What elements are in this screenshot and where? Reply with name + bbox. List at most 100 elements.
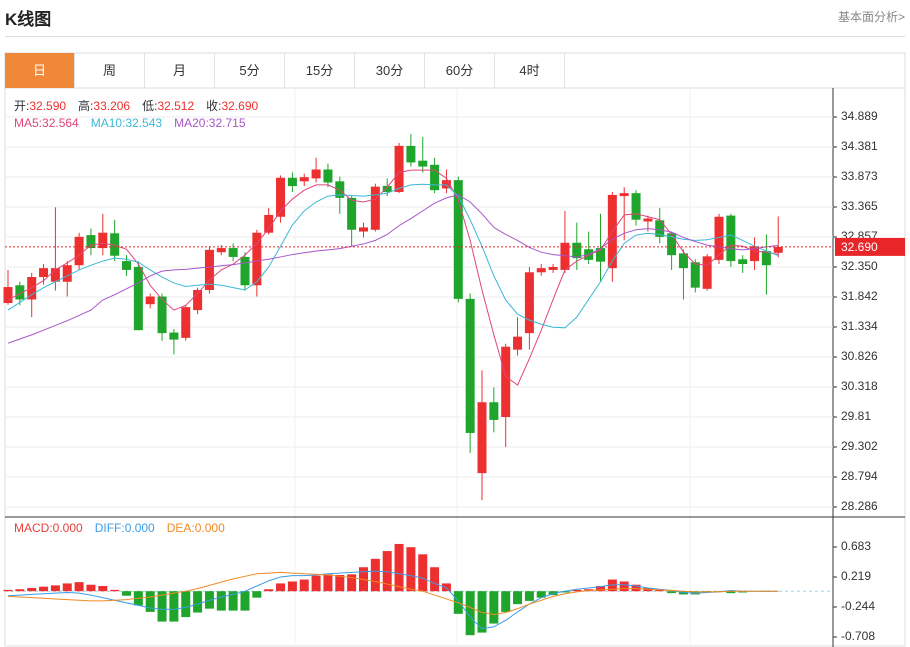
macd-bar [667, 591, 677, 594]
y-tick-label: 33.365 [841, 199, 878, 213]
candle-body [62, 265, 72, 282]
legend-value: 33.206 [93, 99, 131, 113]
tab[interactable]: 30分 [355, 53, 425, 88]
macd-bar [406, 547, 416, 592]
tab[interactable]: 15分 [285, 53, 355, 88]
candle-body [145, 296, 155, 305]
candle-body [39, 268, 49, 278]
macd-bar [74, 582, 84, 592]
candle-body [98, 232, 108, 249]
macd-bar [39, 586, 49, 592]
candle-body [619, 193, 629, 197]
y-tick-label: 30.826 [841, 349, 878, 363]
legend-value: 32.715 [208, 116, 246, 130]
candle-body [477, 402, 487, 474]
candle-body [394, 145, 404, 192]
macd-bar [145, 591, 155, 612]
candle-body [430, 164, 440, 191]
macd-bar [62, 583, 72, 592]
macd-bar [477, 591, 487, 633]
macd-bar [86, 584, 96, 592]
legend-name: 开: [14, 99, 30, 113]
y-tick-label: 34.889 [841, 109, 878, 123]
macd-bar [50, 585, 60, 592]
candle-body [501, 346, 511, 418]
legend-value: 32.564 [42, 116, 79, 130]
macd-bar [110, 589, 120, 592]
macd-bar [299, 579, 309, 592]
y-tick-label: 34.381 [841, 139, 878, 153]
candle-body [418, 160, 428, 167]
candle-body [773, 246, 783, 253]
candle-body [524, 272, 534, 334]
tab[interactable]: 60分 [425, 53, 495, 88]
candle-body [655, 220, 665, 237]
macd-bar [347, 574, 357, 592]
macd-bar [394, 543, 404, 592]
candle-body [311, 169, 321, 179]
macd-bar [524, 591, 534, 601]
legend-name: MA20: [174, 116, 209, 130]
y-tick-label: 32.350 [841, 259, 878, 273]
macd-bar [418, 554, 428, 592]
legend-value: 0.000 [194, 521, 225, 535]
macd-bar [501, 591, 511, 612]
macd-bar [596, 586, 605, 592]
candle-body [157, 296, 167, 334]
candle-body [465, 298, 475, 433]
legend-name: MACD: [14, 521, 53, 535]
candle-body [204, 249, 214, 291]
y-tick-label: 0.219 [841, 569, 871, 583]
candle-body [323, 169, 333, 183]
legend-name: 低: [142, 99, 158, 113]
macd-bar [252, 591, 262, 598]
candle-body [240, 256, 250, 286]
tab[interactable]: 月 [145, 53, 215, 88]
macd-bar [430, 567, 440, 592]
macd-bar [335, 575, 345, 592]
y-tick-label: 28.286 [841, 499, 878, 513]
candle-body [406, 145, 416, 163]
macd-bar [441, 583, 451, 592]
candle-body [133, 266, 143, 331]
last-price-box [835, 237, 905, 256]
line-series [7, 571, 779, 615]
y-tick-label: 0.683 [841, 539, 871, 553]
legend-name: 高: [78, 99, 94, 113]
y-tick-label: 33.873 [841, 169, 878, 183]
legend-name: 收: [206, 99, 222, 113]
candle-body [287, 177, 297, 187]
candle-body [441, 180, 451, 189]
tab[interactable]: 日 [5, 53, 75, 88]
macd-bar [655, 589, 665, 592]
macd-bar [15, 589, 25, 592]
tab[interactable]: 周 [75, 53, 145, 88]
candle-body [560, 242, 570, 270]
macd-bar [465, 591, 475, 636]
candle-body [122, 261, 131, 270]
macd-bar [228, 591, 238, 611]
y-tick-label: 28.794 [841, 469, 878, 483]
tab[interactable]: 5分 [215, 53, 285, 88]
y-tick-label: 30.318 [841, 379, 878, 393]
y-tick-label: -0.708 [841, 629, 875, 643]
candle-body [27, 277, 37, 300]
tab[interactable]: 4时 [495, 53, 565, 88]
macd-bar [489, 591, 499, 624]
macd-bar [631, 584, 641, 592]
legend-name: MA10: [90, 116, 126, 130]
macd-bar [560, 591, 570, 593]
tab-bar: 日周月 5分 15分 30分 60分 4时 [5, 53, 565, 88]
macd-bar [240, 591, 250, 611]
candle-body [513, 336, 523, 350]
macd-bar [169, 591, 179, 622]
analysis-link[interactable]: 基本面分析> [837, 10, 905, 24]
macd-bar [548, 591, 558, 596]
candle-body [667, 233, 677, 256]
legend-value: 32.512 [157, 99, 195, 113]
macd-bar [513, 591, 523, 605]
page-title: K线图 [5, 10, 52, 29]
candle-body [702, 256, 712, 289]
